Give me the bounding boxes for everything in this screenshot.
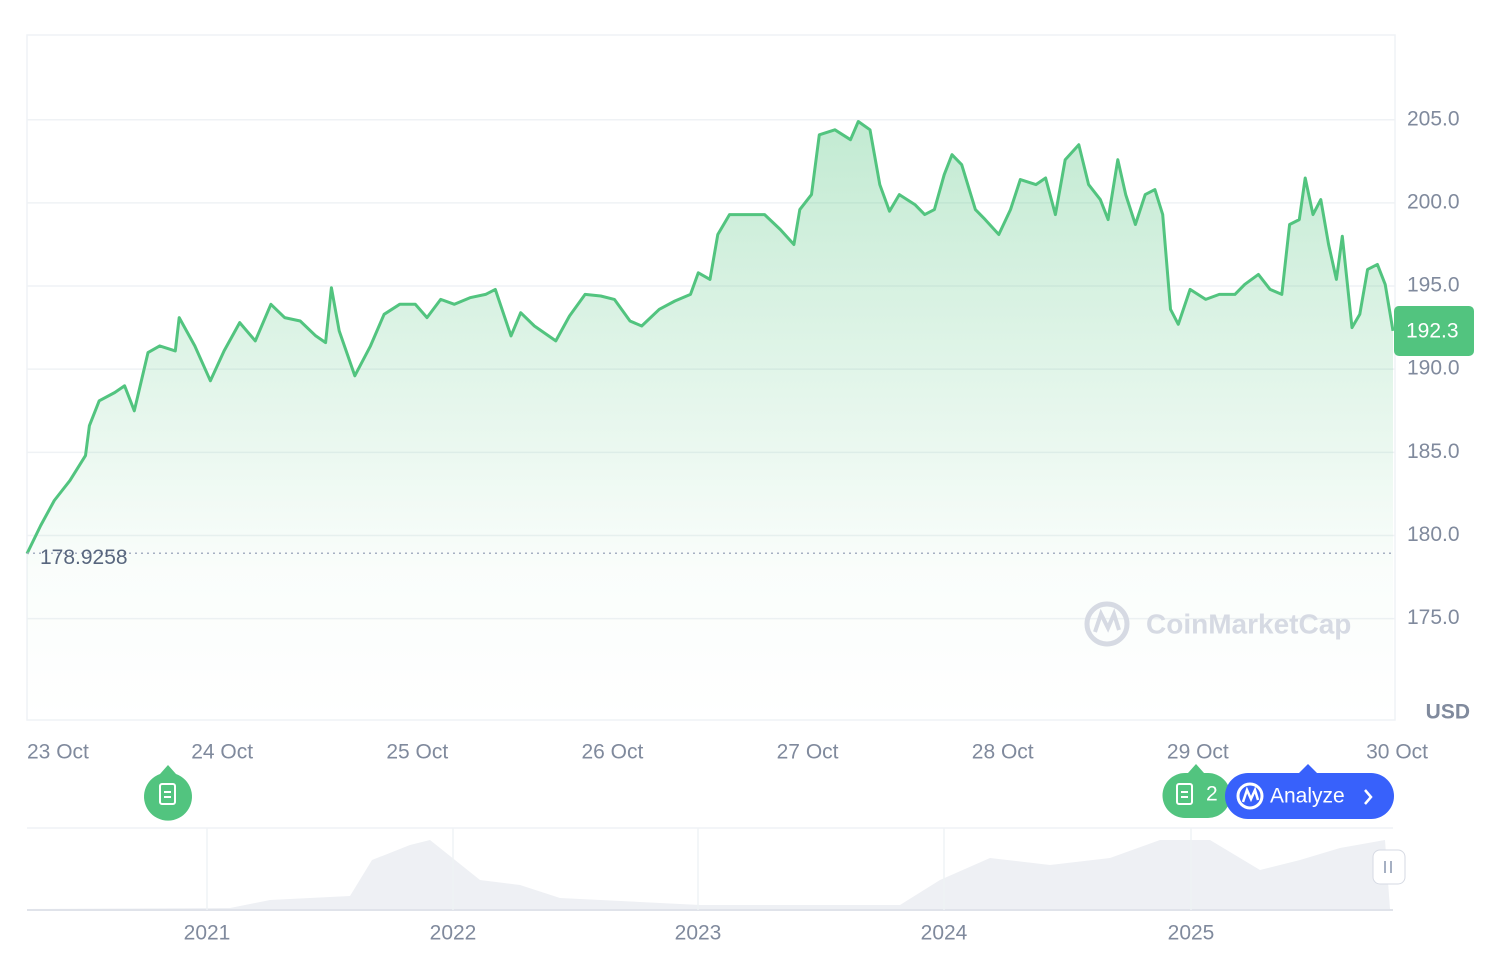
navigator-year: 2021 xyxy=(184,922,231,945)
navigator: 2021 2022 2023 2024 2025 xyxy=(27,827,1406,945)
y-tick-label: 205.0 xyxy=(1407,107,1460,130)
analyze-button[interactable]: Analyze xyxy=(1225,764,1394,819)
watermark-logo xyxy=(1084,601,1130,647)
x-tick-label: 29 Oct xyxy=(1167,741,1229,764)
x-tick-label: 25 Oct xyxy=(386,741,448,764)
unit-label: USD xyxy=(1426,701,1470,724)
navigator-year: 2022 xyxy=(430,922,477,945)
current-price-label: 192.3 xyxy=(1406,319,1459,342)
start-price-label: 178.9258 xyxy=(40,546,128,569)
y-tick-label: 190.0 xyxy=(1407,357,1460,380)
price-line xyxy=(25,120,1395,555)
analyze-label: Analyze xyxy=(1270,785,1345,808)
y-tick-label: 195.0 xyxy=(1407,274,1460,297)
navigator-year: 2023 xyxy=(675,922,722,945)
x-tick-label: 30 Oct xyxy=(1366,741,1428,764)
x-tick-label: 26 Oct xyxy=(581,741,643,764)
news-count: 2 xyxy=(1206,783,1218,806)
data xyxy=(25,120,1395,720)
x-tick-label: 23 Oct xyxy=(27,741,89,764)
y-tick-label: 180.0 xyxy=(1407,523,1460,546)
y-tick-label: 175.0 xyxy=(1407,606,1460,629)
news-count-badge[interactable]: 2 xyxy=(1162,764,1231,818)
x-tick-label: 28 Oct xyxy=(972,741,1034,764)
news-marker[interactable] xyxy=(143,765,192,821)
y-tick-label: 185.0 xyxy=(1407,440,1460,463)
navigator-year: 2025 xyxy=(1168,922,1215,945)
current-price-badge xyxy=(1394,305,1474,356)
x-tick-label: 27 Oct xyxy=(777,741,839,764)
navigator-year: 2024 xyxy=(921,922,968,945)
y-tick-label: 200.0 xyxy=(1407,190,1460,213)
watermark: CoinMarketCap xyxy=(1146,608,1351,639)
price-area xyxy=(27,121,1393,720)
x-tick-label: 24 Oct xyxy=(191,741,253,764)
